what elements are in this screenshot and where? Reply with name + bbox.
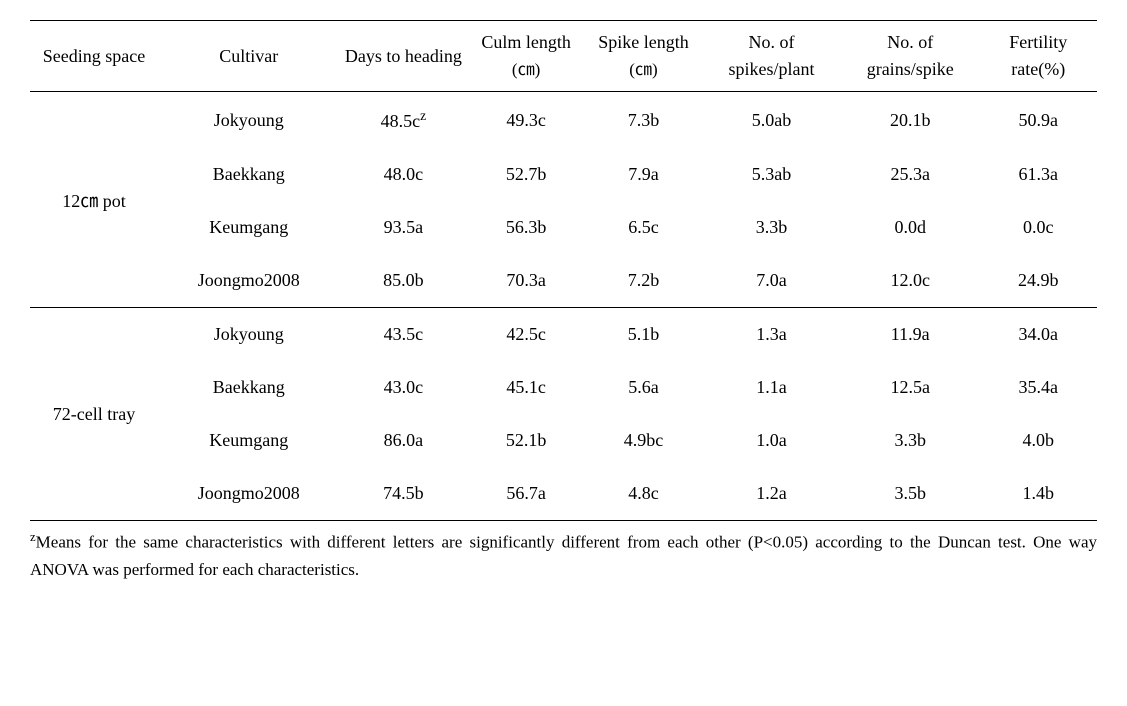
days-cell: 48.5cz xyxy=(339,92,467,149)
col-fertility: Fertility rate(%) xyxy=(980,21,1097,92)
spikes-cell: 3.3b xyxy=(702,201,841,254)
spikes-cell: 5.0ab xyxy=(702,92,841,149)
days-cell: 86.0a xyxy=(339,414,467,467)
col-days: Days to heading xyxy=(339,21,467,92)
spikes-cell: 1.2a xyxy=(702,467,841,521)
cultivar-cell: Joongmo2008 xyxy=(158,467,339,521)
fertility-cell: 24.9b xyxy=(980,254,1097,308)
cultivar-cell: Jokyoung xyxy=(158,308,339,362)
table-row: Baekkang48.0c52.7b7.9a5.3ab25.3a61.3a xyxy=(30,148,1097,201)
days-cell: 93.5a xyxy=(339,201,467,254)
culm-cell: 52.1b xyxy=(467,414,584,467)
cultivar-cell: Keumgang xyxy=(158,201,339,254)
footnote-text: Means for the same characteristics with … xyxy=(30,533,1097,579)
spike-cell: 7.2b xyxy=(585,254,702,308)
culm-cell: 56.7a xyxy=(467,467,584,521)
col-spikes-plant: No. of spikes/plant xyxy=(702,21,841,92)
table-row: Keumgang86.0a52.1b4.9bc1.0a3.3b4.0b xyxy=(30,414,1097,467)
culm-cell: 49.3c xyxy=(467,92,584,149)
cultivar-cell: Joongmo2008 xyxy=(158,254,339,308)
col-seeding-space: Seeding space xyxy=(30,21,158,92)
fertility-cell: 0.0c xyxy=(980,201,1097,254)
grains-cell: 3.3b xyxy=(841,414,980,467)
culm-cell: 45.1c xyxy=(467,361,584,414)
spikes-cell: 7.0a xyxy=(702,254,841,308)
grains-cell: 25.3a xyxy=(841,148,980,201)
spikes-cell: 1.0a xyxy=(702,414,841,467)
fertility-cell: 35.4a xyxy=(980,361,1097,414)
culm-cell: 52.7b xyxy=(467,148,584,201)
spike-cell: 5.1b xyxy=(585,308,702,362)
header-row: Seeding space Cultivar Days to heading C… xyxy=(30,21,1097,92)
grains-cell: 11.9a xyxy=(841,308,980,362)
spikes-cell: 1.1a xyxy=(702,361,841,414)
data-table: Seeding space Cultivar Days to heading C… xyxy=(30,20,1097,521)
fertility-cell: 1.4b xyxy=(980,467,1097,521)
grains-cell: 0.0d xyxy=(841,201,980,254)
grains-cell: 20.1b xyxy=(841,92,980,149)
cultivar-cell: Keumgang xyxy=(158,414,339,467)
days-cell: 74.5b xyxy=(339,467,467,521)
table-row: Joongmo200885.0b70.3a7.2b7.0a12.0c24.9b xyxy=(30,254,1097,308)
spike-cell: 7.3b xyxy=(585,92,702,149)
fertility-cell: 34.0a xyxy=(980,308,1097,362)
spike-cell: 7.9a xyxy=(585,148,702,201)
spike-cell: 4.9bc xyxy=(585,414,702,467)
spikes-cell: 5.3ab xyxy=(702,148,841,201)
cultivar-cell: Baekkang xyxy=(158,148,339,201)
col-culm: Culm length (㎝) xyxy=(467,21,584,92)
grains-cell: 12.5a xyxy=(841,361,980,414)
table-row: Keumgang93.5a56.3b6.5c3.3b0.0d0.0c xyxy=(30,201,1097,254)
seeding-space-label: 12㎝ pot xyxy=(30,92,158,308)
fertility-cell: 61.3a xyxy=(980,148,1097,201)
col-grains-spike: No. of grains/spike xyxy=(841,21,980,92)
spike-cell: 6.5c xyxy=(585,201,702,254)
days-cell: 48.0c xyxy=(339,148,467,201)
spike-cell: 5.6a xyxy=(585,361,702,414)
table-row: Joongmo200874.5b56.7a4.8c1.2a3.5b1.4b xyxy=(30,467,1097,521)
grains-cell: 12.0c xyxy=(841,254,980,308)
col-spike: Spike length (㎝) xyxy=(585,21,702,92)
col-cultivar: Cultivar xyxy=(158,21,339,92)
seeding-space-label: 72-cell tray xyxy=(30,308,158,521)
culm-cell: 42.5c xyxy=(467,308,584,362)
fertility-cell: 50.9a xyxy=(980,92,1097,149)
days-cell: 43.0c xyxy=(339,361,467,414)
spikes-cell: 1.3a xyxy=(702,308,841,362)
cultivar-cell: Baekkang xyxy=(158,361,339,414)
table-row: Baekkang43.0c45.1c5.6a1.1a12.5a35.4a xyxy=(30,361,1097,414)
culm-cell: 70.3a xyxy=(467,254,584,308)
fertility-cell: 4.0b xyxy=(980,414,1097,467)
cultivar-cell: Jokyoung xyxy=(158,92,339,149)
days-cell: 43.5c xyxy=(339,308,467,362)
spike-cell: 4.8c xyxy=(585,467,702,521)
table-row: 12㎝ potJokyoung48.5cz49.3c7.3b5.0ab20.1b… xyxy=(30,92,1097,149)
culm-cell: 56.3b xyxy=(467,201,584,254)
footnote: zMeans for the same characteristics with… xyxy=(30,527,1097,583)
grains-cell: 3.5b xyxy=(841,467,980,521)
table-row: 72-cell trayJokyoung43.5c42.5c5.1b1.3a11… xyxy=(30,308,1097,362)
days-cell: 85.0b xyxy=(339,254,467,308)
